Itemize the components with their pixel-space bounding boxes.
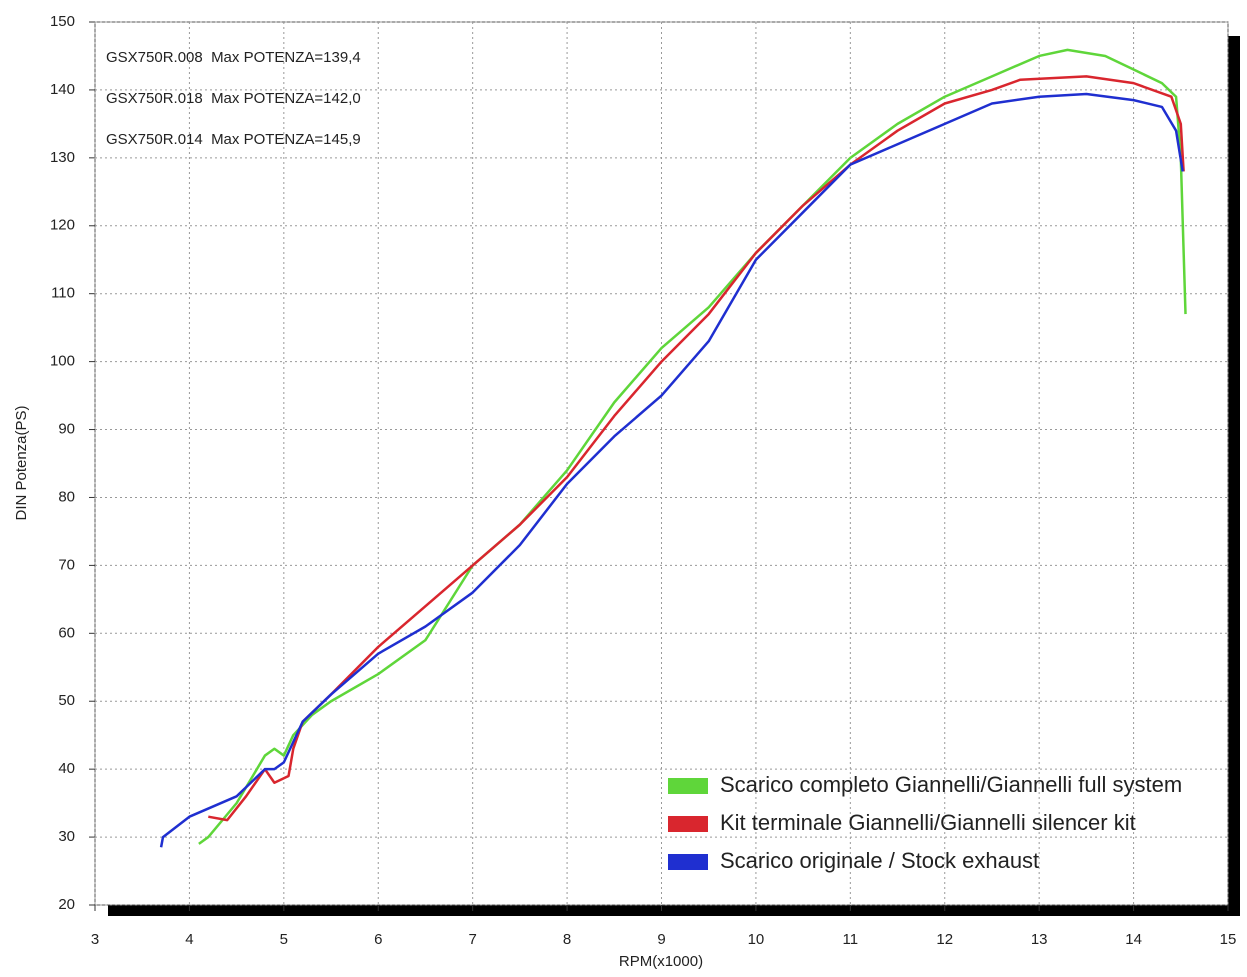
x-tick-label: 9 (657, 931, 665, 948)
legend-swatch (668, 854, 708, 870)
series-line (159, 92, 1184, 848)
y-tick-label: 60 (58, 624, 75, 641)
x-tick-label: 7 (468, 931, 476, 948)
y-tick-label: 40 (58, 760, 75, 777)
y-axis-label: DIN Potenza(PS) (13, 405, 30, 520)
annotation: GSX750R.008 Max POTENZA=139,4 (106, 49, 361, 66)
x-tick-label: 14 (1125, 931, 1142, 948)
x-tick-label: 3 (91, 931, 99, 948)
x-tick-label: 11 (843, 931, 859, 948)
y-tick-label: 70 (58, 556, 75, 573)
x-tick-label: 13 (1031, 931, 1048, 948)
legend-label: Scarico originale / Stock exhaust (720, 848, 1039, 873)
x-tick-label: 4 (185, 931, 193, 948)
legend-swatch (668, 778, 708, 794)
y-tick-label: 50 (58, 692, 75, 709)
annotation: GSX750R.018 Max POTENZA=142,0 (106, 90, 361, 107)
y-tick-label: 150 (50, 13, 75, 30)
y-tick-label: 100 (50, 353, 75, 370)
legend-label: Kit terminale Giannelli/Giannelli silenc… (720, 810, 1136, 835)
x-tick-label: 6 (374, 931, 382, 948)
legend-label: Scarico completo Giannelli/Giannelli ful… (720, 772, 1182, 797)
y-tick-label: 20 (58, 896, 75, 913)
y-tick-label: 140 (50, 81, 75, 98)
series-line (198, 48, 1187, 845)
x-tick-label: 8 (563, 931, 571, 948)
y-tick-label: 80 (58, 488, 75, 505)
series-line (208, 75, 1185, 822)
y-tick-label: 90 (58, 421, 75, 438)
y-tick-label: 130 (50, 149, 75, 166)
x-tick-label: 5 (280, 931, 288, 948)
x-tick-label: 12 (936, 931, 953, 948)
x-tick-label: 10 (748, 931, 765, 948)
legend-swatch (668, 816, 708, 832)
annotation: GSX750R.014 Max POTENZA=145,9 (106, 131, 361, 148)
y-tick-label: 110 (51, 285, 75, 302)
x-tick-label: 15 (1220, 931, 1237, 948)
y-tick-label: 30 (58, 828, 75, 845)
x-axis-label: RPM(x1000) (619, 953, 703, 970)
y-tick-label: 120 (50, 217, 75, 234)
